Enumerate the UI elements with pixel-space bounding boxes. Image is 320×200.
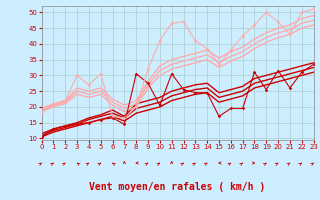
Text: Vent moyen/en rafales ( km/h ): Vent moyen/en rafales ( km/h ) (90, 182, 266, 192)
